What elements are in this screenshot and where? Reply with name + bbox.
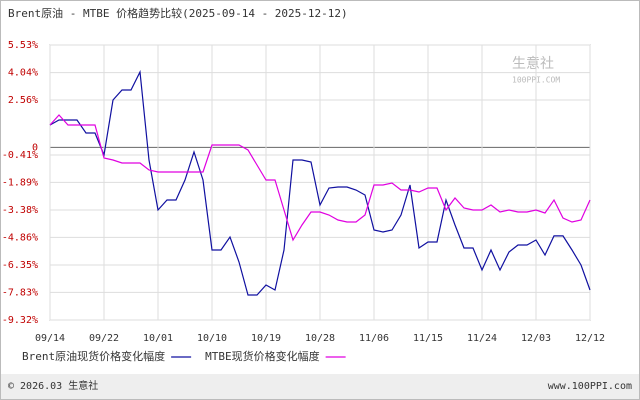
legend-label: Brent原油现货价格变化幅度: [22, 349, 165, 363]
x-tick-label: 10/10: [197, 333, 227, 344]
x-tick-label: 09/22: [89, 333, 119, 344]
y-tick-label: -0.41%: [2, 150, 38, 161]
y-tick-label: -4.86%: [2, 232, 38, 243]
x-tick-label: 12/12: [575, 333, 605, 344]
y-tick-label: 5.53%: [8, 40, 38, 51]
data-line: [49, 69, 591, 296]
footer-left: © 2026.03 生意社: [8, 379, 98, 392]
footer-band: [1, 374, 639, 399]
x-tick-label: 12/03: [521, 333, 551, 344]
legend-label: MTBE现货价格变化幅度: [205, 349, 320, 363]
x-tick-label: 10/19: [251, 333, 281, 344]
x-tick-label: 11/06: [359, 333, 389, 344]
x-tick-label: 09/14: [35, 333, 65, 344]
x-tick-label: 10/01: [143, 333, 173, 344]
chart-title: Brent原油 - MTBE 价格趋势比较(2025-09-14 - 2025-…: [8, 6, 348, 20]
x-tick-label: 11/24: [467, 333, 497, 344]
y-tick-label: -6.35%: [2, 260, 38, 271]
y-tick-label: -1.89%: [2, 177, 38, 188]
y-tick-label: 2.56%: [8, 95, 38, 106]
y-tick-label: -7.83%: [2, 287, 38, 298]
y-tick-label: 0: [32, 142, 38, 153]
footer-right: www.100PPI.com: [548, 381, 632, 392]
x-tick-label: 10/28: [305, 333, 335, 344]
x-tick-label: 11/15: [413, 333, 443, 344]
y-tick-label: -3.38%: [2, 205, 38, 216]
watermark: 生意社: [512, 55, 554, 72]
y-tick-label: 4.04%: [8, 68, 38, 79]
y-tick-label: -9.32%: [2, 315, 38, 326]
data-line: [49, 114, 591, 242]
